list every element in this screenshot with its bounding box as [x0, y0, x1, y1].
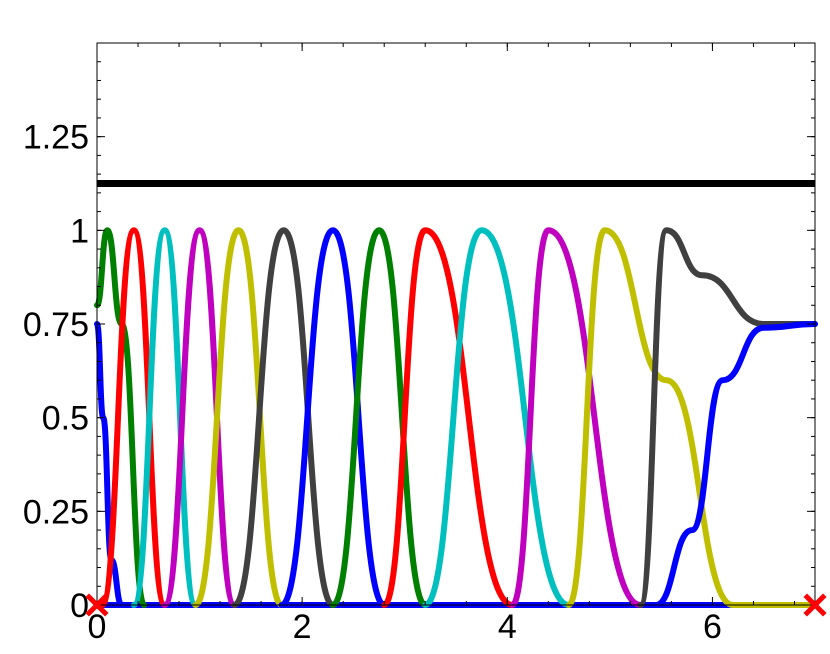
series-line-5	[161, 227, 238, 608]
series-layer	[94, 227, 818, 609]
x-marker-stroke	[85, 593, 109, 617]
y-tick-label: 1	[70, 212, 89, 250]
series-line-14	[637, 227, 818, 608]
series-line-8	[278, 227, 388, 608]
series-line-1	[94, 321, 125, 608]
x-tick-label: 4	[498, 608, 517, 646]
series-line-2	[94, 227, 148, 608]
x-tick-label: 0	[88, 608, 107, 646]
x-tick-label: 6	[703, 608, 722, 646]
x-marker-2	[803, 593, 827, 617]
series-line-11	[422, 227, 572, 608]
x-tick-label: 2	[293, 608, 312, 646]
x-marker-stroke	[803, 593, 827, 617]
x-marker-1	[85, 593, 109, 617]
series-line-4	[130, 227, 199, 608]
series-line-3	[99, 227, 168, 608]
series-line-15	[653, 321, 818, 608]
series-line-12	[509, 227, 644, 608]
y-tick-label: 1.25	[23, 119, 89, 157]
y-tick-label: 0	[70, 587, 89, 625]
series-line-7	[231, 227, 336, 608]
y-tick-label: 0.5	[42, 400, 89, 438]
marker-layer	[85, 593, 827, 617]
series-line-10	[381, 227, 516, 608]
series-line-6	[192, 227, 285, 608]
y-tick-label: 0.25	[23, 493, 89, 531]
y-tick-label: 0.75	[23, 306, 89, 344]
series-line-9	[329, 227, 429, 608]
tick-layer: 0 2 4 6 0 0.25 0.5 0.75 1 1.25	[23, 42, 815, 646]
